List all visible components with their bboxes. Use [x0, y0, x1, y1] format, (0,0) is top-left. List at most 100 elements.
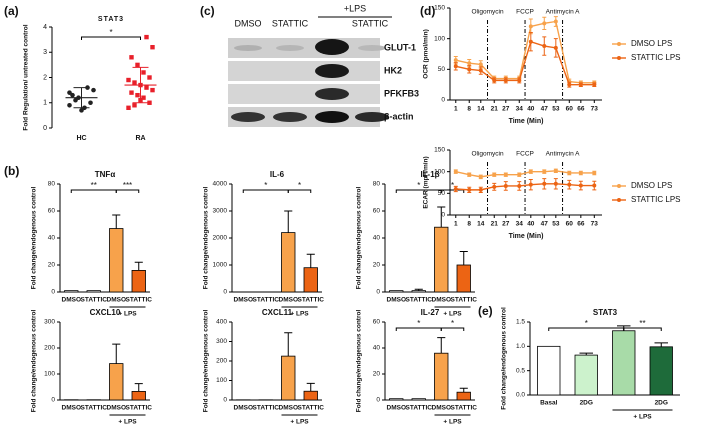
chart-title: TNFα [95, 170, 116, 179]
y-tick-label: 50 [438, 66, 446, 73]
y-tick-label: 100 [216, 377, 227, 384]
point [503, 78, 508, 83]
point [453, 187, 458, 191]
error-bar [459, 387, 468, 393]
significance-bracket [70, 189, 117, 193]
y-tick-label: 0 [51, 289, 55, 296]
legend-label: DMSO LPS [631, 39, 672, 48]
x-tick-label: DMSO [234, 405, 254, 412]
band [315, 39, 349, 55]
point [592, 82, 597, 87]
point [467, 187, 472, 192]
y-tick-label: 60 [48, 208, 56, 215]
point [592, 170, 597, 175]
y-tick-label: 100 [434, 35, 445, 42]
chart-title: IL-1β [420, 170, 439, 179]
y-tick-label: 150 [434, 5, 445, 12]
point [150, 87, 155, 93]
y-tick-label: 20 [373, 262, 381, 269]
point [592, 183, 597, 188]
y-tick-label: 0 [376, 289, 380, 296]
y-tick-label: 1000 [213, 262, 228, 269]
injection-label: Antimycin A [546, 9, 581, 16]
x-tick-label: 14 [477, 106, 485, 113]
bar [612, 330, 636, 396]
significance-bracket [440, 189, 465, 193]
injection-label: FCCP [516, 9, 534, 16]
y-axis-label: Fold change/endogenous control [203, 187, 210, 290]
point [73, 97, 78, 103]
y-tick-label: 20 [373, 371, 381, 378]
x-tick-label: 1 [454, 106, 458, 113]
significance-bracket [81, 36, 141, 40]
bar [131, 391, 146, 401]
point [478, 187, 483, 192]
x-tick-label: STATTIC [253, 297, 280, 304]
significance-bracket [440, 327, 465, 331]
lane-label: STATTIC [352, 18, 389, 28]
y-tick-label: 2 [43, 74, 47, 81]
band [355, 112, 389, 122]
y-tick-label: 40 [373, 345, 381, 352]
x-tick-label: STATTIC [126, 405, 153, 412]
error-bar [437, 206, 446, 228]
x-tick-label: HC [76, 135, 86, 142]
y-tick-label: 0 [441, 97, 445, 104]
x-tick-label: 2DG [655, 400, 668, 407]
point [126, 77, 131, 83]
x-tick-label: 34 [516, 106, 524, 113]
y-tick-label: 0 [223, 397, 227, 404]
error-bar [437, 337, 446, 354]
x-tick-label: 60 [566, 106, 574, 113]
y-axis-label: OCR (pmol/min) [423, 29, 430, 78]
sd-bar [132, 66, 149, 104]
x-tick-label: DMSO [432, 297, 452, 304]
bar [389, 290, 404, 293]
x-tick-label: 21 [491, 221, 499, 228]
error-bar [134, 383, 143, 392]
y-tick-label: 150 [434, 147, 445, 154]
y-tick-label: 3000 [213, 208, 228, 215]
significance-bracket [623, 327, 662, 331]
panel-label: (e) [478, 304, 493, 318]
point [503, 172, 508, 177]
y-tick-label: 200 [44, 345, 55, 352]
chart-title: CXCL10 [90, 308, 121, 317]
lane-label: STATTIC [272, 18, 309, 28]
protein-label: β-actin [384, 111, 414, 121]
x-tick-label: 1 [454, 221, 458, 228]
blot-strip [228, 84, 380, 104]
point [132, 80, 137, 85]
error-bar [654, 342, 668, 347]
chart-title: IL-27 [421, 308, 440, 317]
x-tick-label: STATTIC [406, 297, 433, 304]
bar [303, 267, 318, 293]
x-tick-label: 73 [591, 106, 599, 113]
band [231, 112, 265, 122]
point [132, 103, 137, 108]
point [553, 168, 558, 173]
x-tick-label: DMSO [107, 297, 127, 304]
legend-swatch [617, 42, 621, 46]
bar [434, 352, 449, 401]
point [467, 67, 472, 72]
point [129, 90, 134, 95]
x-tick-label: STATTIC [81, 297, 108, 304]
band [234, 45, 262, 51]
y-axis-label: Fold change/endogenous control [356, 310, 363, 413]
x-tick-label: STATTIC [298, 297, 325, 304]
group-label: + LPS [290, 419, 309, 426]
y-tick-label: 0 [51, 397, 55, 404]
y-tick-label: 300 [44, 319, 55, 326]
x-tick-label: 21 [491, 106, 499, 113]
point [453, 58, 458, 63]
y-tick-label: 400 [216, 319, 227, 326]
y-tick-label: 4000 [213, 181, 228, 188]
group-label: + LPS [443, 311, 462, 318]
point [147, 100, 152, 105]
bar [389, 398, 404, 401]
panel-label: (d) [420, 4, 435, 18]
y-tick-label: 0.5 [516, 367, 525, 374]
chart-title: STAT3 [98, 16, 124, 23]
